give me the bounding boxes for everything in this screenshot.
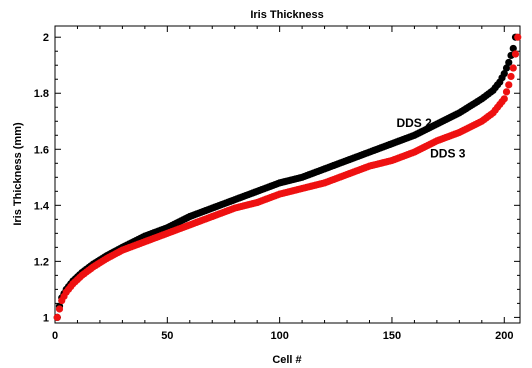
- data-point: [514, 33, 522, 41]
- annotation-layer: DDS 2 DDS 3: [396, 116, 465, 161]
- data-point: [505, 81, 513, 89]
- data-point: [509, 44, 517, 53]
- series-dds-2: [53, 33, 520, 321]
- y-tick-label: 1.2: [34, 256, 49, 268]
- data-point: [507, 72, 515, 81]
- data-point: [511, 50, 520, 58]
- chart-title: Iris Thickness: [250, 9, 323, 21]
- y-tick-label: 1.6: [34, 144, 49, 156]
- x-axis-label: Cell #: [272, 354, 301, 366]
- y-tick-label: 1.4: [34, 200, 50, 212]
- data-point: [502, 64, 511, 72]
- y-tick-label: 2: [43, 32, 49, 44]
- data-point: [53, 313, 61, 321]
- annotation-label: DDS 3: [430, 147, 466, 161]
- x-axis: 0 50 100 150 200: [52, 26, 513, 342]
- data-point: [500, 70, 508, 78]
- x-tick-label: 0: [52, 330, 58, 342]
- series-dds-3: [53, 33, 522, 321]
- data-point: [55, 305, 64, 313]
- data-point: [509, 64, 517, 72]
- x-tick-label: 100: [270, 330, 288, 342]
- x-tick-label: 50: [161, 330, 173, 342]
- x-tick-label: 200: [495, 330, 513, 342]
- y-axis: 1 1.2 1.4 1.6 1.8 2: [34, 32, 520, 324]
- plot-frame: [54, 25, 521, 324]
- y-tick-label: 1: [43, 312, 49, 324]
- data-point: [502, 88, 511, 96]
- data-point: [500, 95, 508, 103]
- data-point: [505, 58, 513, 67]
- series-layer: [53, 33, 522, 321]
- x-tick-label: 150: [383, 330, 401, 342]
- annotation-label: DDS 2: [396, 116, 432, 130]
- y-tick-label: 1.8: [34, 88, 49, 100]
- y-axis-label: Iris Thickness (mm): [12, 122, 24, 226]
